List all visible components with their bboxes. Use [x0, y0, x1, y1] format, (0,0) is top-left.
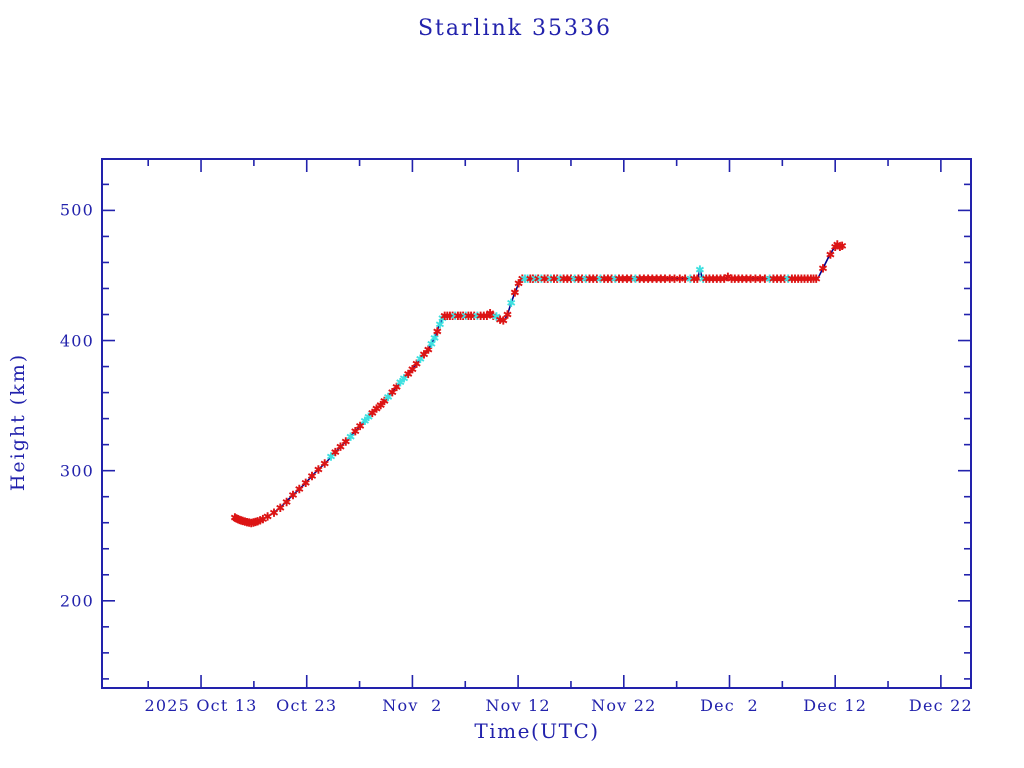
- red-observation-marker: [269, 508, 279, 517]
- red-observation-marker: [412, 359, 421, 368]
- cyan-observation-marker: [346, 432, 355, 441]
- y-tick-label: 300: [59, 461, 94, 481]
- x-tick-label: Oct 23: [276, 696, 338, 715]
- cyan-observation-marker: [435, 320, 444, 329]
- x-tick-label: Dec 2: [700, 696, 759, 715]
- x-tick-label: Nov 2: [382, 696, 443, 715]
- red-observation-marker: [419, 350, 429, 359]
- y-tick-label: 400: [59, 331, 94, 351]
- red-observation-marker: [503, 310, 512, 319]
- red-observation-marker: [818, 264, 828, 273]
- red-observation-marker: [510, 288, 519, 297]
- height-curve: [234, 243, 843, 524]
- y-tick-label: 200: [59, 591, 94, 611]
- red-observation-marker: [276, 503, 285, 512]
- red-observation-marker: [433, 327, 442, 336]
- red-observation-marker: [295, 484, 304, 494]
- red-observation-marker: [424, 345, 433, 354]
- red-observation-marker: [282, 497, 291, 507]
- red-observation-marker: [408, 365, 417, 374]
- x-tick-label: Nov 22: [591, 696, 657, 715]
- cyan-observation-marker: [695, 265, 704, 274]
- y-tick-label: 500: [59, 200, 94, 220]
- x-axis-label: Time(UTC): [474, 719, 600, 743]
- red-observation-marker: [499, 316, 508, 325]
- red-observation-marker: [356, 421, 365, 431]
- red-observation-marker: [331, 447, 340, 457]
- x-tick-label: Nov 12: [485, 696, 551, 715]
- cyan-observation-marker: [326, 452, 336, 461]
- x-tick-label: 2025 Oct 13: [144, 696, 258, 715]
- cyan-observation-marker: [430, 333, 439, 343]
- x-tick-label: Dec 12: [803, 696, 868, 715]
- red-observation-marker: [314, 465, 323, 474]
- red-observation-marker: [812, 274, 821, 283]
- red-observation-marker: [301, 478, 310, 487]
- red-observation-marker: [341, 437, 350, 446]
- plot-frame: [101, 158, 972, 689]
- red-observation-marker: [826, 250, 835, 259]
- red-observation-marker: [307, 471, 317, 481]
- red-observation-marker: [336, 442, 345, 451]
- cyan-observation-marker: [384, 392, 393, 402]
- cyan-observation-marker: [399, 374, 409, 383]
- red-observation-marker: [351, 427, 360, 436]
- red-observation-marker: [388, 388, 397, 397]
- x-tick-label: Dec 22: [908, 696, 973, 715]
- cyan-observation-marker: [427, 339, 436, 348]
- red-observation-marker: [368, 408, 377, 418]
- red-observation-marker: [288, 490, 298, 500]
- chart-title: Starlink 35336: [417, 16, 613, 41]
- red-observation-marker: [404, 369, 413, 379]
- cyan-observation-marker: [507, 298, 516, 307]
- red-observation-marker: [320, 459, 329, 468]
- red-observation-marker: [838, 241, 847, 250]
- red-observation-marker: [263, 512, 272, 521]
